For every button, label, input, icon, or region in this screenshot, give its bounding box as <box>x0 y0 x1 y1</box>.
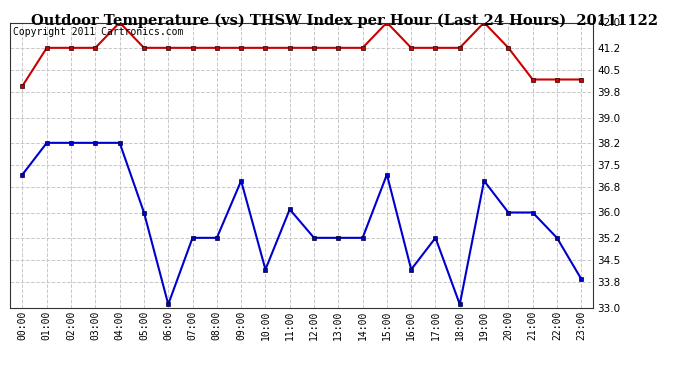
Text: Copyright 2011 Cartronics.com: Copyright 2011 Cartronics.com <box>13 27 184 37</box>
Text: Outdoor Temperature (vs) THSW Index per Hour (Last 24 Hours)  20111122: Outdoor Temperature (vs) THSW Index per … <box>32 13 658 27</box>
